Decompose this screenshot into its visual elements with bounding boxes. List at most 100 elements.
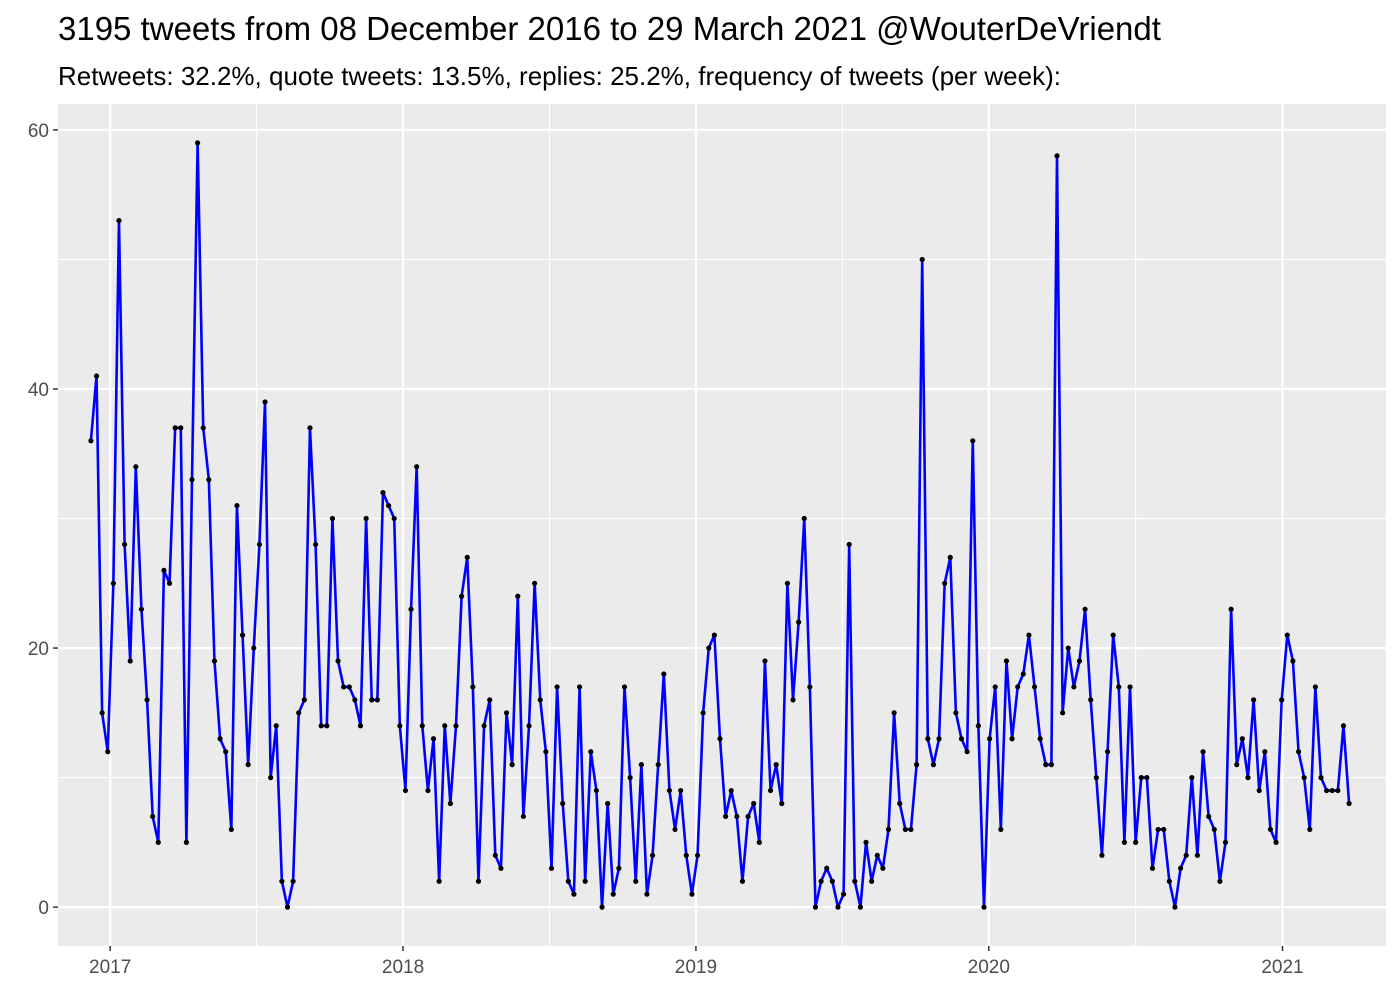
data-point bbox=[133, 464, 139, 470]
data-point bbox=[391, 515, 397, 522]
data-point bbox=[363, 515, 369, 522]
data-point bbox=[1065, 645, 1071, 651]
data-point bbox=[397, 723, 403, 729]
data-point bbox=[829, 878, 835, 884]
data-point bbox=[992, 684, 998, 690]
data-point bbox=[554, 684, 560, 690]
data-point bbox=[560, 800, 566, 807]
data-point bbox=[908, 826, 914, 833]
data-point bbox=[706, 645, 712, 651]
data-point bbox=[723, 813, 729, 820]
data-point bbox=[1211, 826, 1217, 833]
data-point bbox=[234, 502, 240, 509]
data-point bbox=[419, 723, 425, 729]
data-point bbox=[155, 839, 161, 845]
data-point bbox=[239, 632, 246, 638]
data-point bbox=[953, 710, 959, 716]
data-point bbox=[335, 658, 341, 664]
data-point bbox=[1267, 826, 1274, 833]
data-point bbox=[975, 723, 981, 729]
data-point bbox=[492, 852, 498, 858]
data-point bbox=[324, 723, 330, 729]
x-tick-label: 2019 bbox=[675, 957, 717, 978]
data-point bbox=[105, 749, 111, 755]
data-point bbox=[576, 684, 583, 690]
data-point bbox=[172, 425, 178, 431]
data-point bbox=[655, 762, 661, 768]
data-point bbox=[869, 878, 875, 884]
data-point bbox=[532, 580, 538, 586]
data-point bbox=[290, 878, 296, 884]
data-point bbox=[902, 826, 908, 833]
data-point bbox=[571, 891, 577, 897]
chart-subtitle: Retweets: 32.2%, quote tweets: 13.5%, re… bbox=[58, 61, 1061, 91]
data-point bbox=[459, 593, 465, 599]
data-point bbox=[801, 515, 807, 522]
data-point bbox=[913, 762, 920, 768]
data-point bbox=[1026, 632, 1032, 638]
y-tick-label: 40 bbox=[28, 380, 49, 401]
data-point bbox=[1307, 826, 1313, 833]
data-point bbox=[891, 710, 897, 716]
data-point bbox=[666, 787, 673, 794]
data-point bbox=[599, 904, 605, 910]
data-point bbox=[88, 438, 94, 444]
data-point bbox=[1312, 684, 1318, 690]
data-point bbox=[543, 749, 549, 755]
data-point bbox=[1335, 787, 1341, 794]
data-point bbox=[1340, 723, 1347, 729]
data-point bbox=[1166, 878, 1172, 884]
data-point bbox=[627, 775, 633, 781]
data-point bbox=[211, 658, 218, 664]
x-tick-label: 2017 bbox=[89, 957, 131, 978]
data-point bbox=[509, 762, 515, 768]
data-point bbox=[251, 645, 257, 651]
data-point bbox=[874, 852, 880, 858]
data-point bbox=[150, 813, 156, 820]
data-point bbox=[1133, 839, 1139, 845]
chart-title: 3195 tweets from 08 December 2016 to 29 … bbox=[58, 10, 1161, 47]
data-point bbox=[268, 775, 274, 781]
data-point bbox=[1003, 658, 1010, 664]
data-point bbox=[958, 736, 965, 742]
data-point bbox=[262, 399, 268, 405]
data-point bbox=[487, 697, 493, 703]
data-point bbox=[256, 541, 263, 548]
data-point bbox=[1031, 684, 1038, 690]
data-point bbox=[796, 619, 802, 625]
data-point bbox=[1318, 775, 1324, 781]
data-point bbox=[1177, 865, 1184, 871]
data-point bbox=[767, 787, 774, 794]
data-point bbox=[1183, 852, 1189, 858]
data-point bbox=[408, 606, 414, 612]
data-point bbox=[756, 839, 762, 845]
x-tick-label: 2021 bbox=[1261, 957, 1303, 978]
data-point bbox=[93, 373, 100, 379]
data-point bbox=[1015, 684, 1021, 690]
data-point bbox=[919, 256, 925, 263]
data-point bbox=[1329, 787, 1335, 794]
data-point bbox=[307, 425, 313, 431]
x-tick-label: 2020 bbox=[968, 957, 1010, 978]
data-point bbox=[616, 865, 622, 871]
data-point bbox=[341, 684, 347, 690]
data-point bbox=[1172, 904, 1178, 910]
data-point bbox=[1071, 684, 1077, 690]
data-point bbox=[605, 800, 611, 807]
data-point bbox=[1245, 775, 1251, 781]
data-point bbox=[700, 710, 706, 716]
data-point bbox=[425, 787, 431, 794]
data-point bbox=[1256, 787, 1262, 794]
data-point bbox=[1217, 878, 1223, 884]
y-tick-label: 20 bbox=[28, 639, 49, 660]
data-point bbox=[790, 697, 796, 703]
data-point bbox=[1088, 697, 1094, 703]
data-point bbox=[470, 684, 476, 690]
data-point bbox=[633, 878, 639, 884]
data-point bbox=[200, 425, 206, 431]
plot-panel bbox=[58, 104, 1386, 946]
data-point bbox=[1251, 697, 1257, 703]
data-point bbox=[930, 762, 937, 768]
y-tick-label: 60 bbox=[28, 121, 49, 142]
data-point bbox=[683, 852, 689, 858]
